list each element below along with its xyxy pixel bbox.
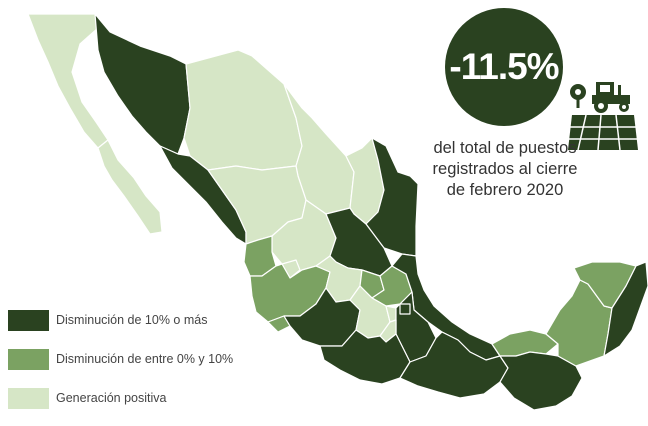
- state-quintana-roo: [603, 261, 648, 357]
- kpi-description: del total de puestos registrados al cier…: [432, 139, 578, 199]
- legend-swatch: [8, 348, 49, 370]
- state-guerrero: [319, 329, 411, 385]
- legend-label: Disminución de entre 0% y 10%: [56, 352, 234, 366]
- legend-label: Generación positiva: [56, 391, 167, 405]
- map-legend: Disminución de 10% o más Disminución de …: [8, 309, 233, 426]
- state-baja-california: [27, 13, 109, 149]
- tractor-field-icon: [568, 82, 638, 150]
- legend-label: Disminución de 10% o más: [56, 313, 208, 327]
- legend-swatch: [8, 309, 49, 331]
- legend-item-decrease-0-10: Disminución de entre 0% y 10%: [8, 348, 233, 370]
- legend-item-positive: Generación positiva: [8, 387, 233, 409]
- kpi-value: -11.5%: [449, 46, 559, 87]
- mexico-map: [27, 13, 648, 411]
- state-chiapas: [499, 351, 583, 411]
- legend-item-decrease-10-plus: Disminución de 10% o más: [8, 309, 233, 331]
- state-chihuahua: [183, 49, 303, 171]
- state-sonora: [94, 13, 191, 155]
- state-baja-california-sur: [97, 139, 163, 235]
- kpi-badge: -11.5%: [445, 8, 563, 126]
- legend-swatch: [8, 387, 49, 409]
